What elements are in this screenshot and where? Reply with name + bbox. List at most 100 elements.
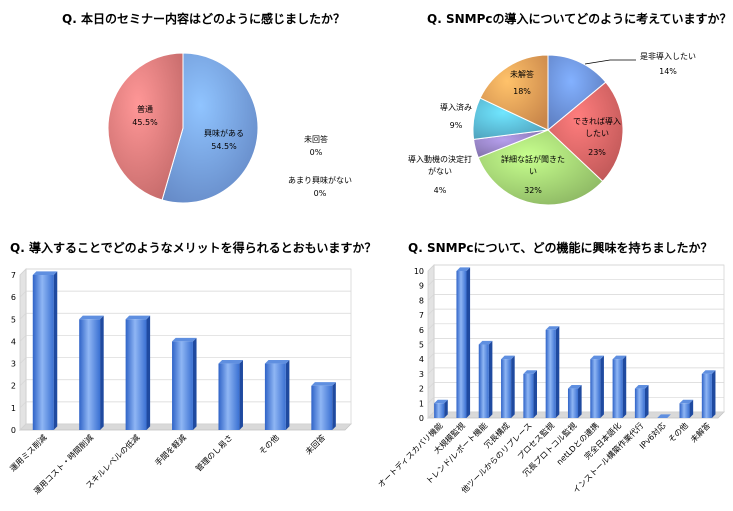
chart1-title: Q. 本日のセミナー内容はどのように感じましたか？	[62, 12, 345, 26]
category-label: その他	[666, 420, 690, 444]
bar-side	[689, 399, 694, 418]
bar	[125, 319, 147, 430]
pie-slice	[547, 81, 624, 183]
y-tick-label: 3	[11, 360, 16, 369]
slice-label: い	[529, 167, 537, 176]
slice-value-label: 18%	[513, 87, 531, 96]
bar	[679, 403, 690, 418]
y-tick-label: 5	[11, 315, 16, 324]
bar-side	[146, 315, 151, 430]
bar-top	[456, 267, 471, 271]
bar-side	[644, 385, 649, 418]
gridline-side	[19, 290, 27, 298]
y-tick-label: 2	[419, 385, 424, 394]
bar	[567, 388, 579, 418]
y-tick-label: 8	[419, 296, 424, 305]
bar-side	[466, 267, 471, 418]
bar-top	[612, 355, 627, 360]
slice-label: 詳細な話が聞きた	[501, 154, 565, 164]
bar-side	[533, 370, 538, 418]
y-tick-label: 5	[419, 341, 424, 350]
bar-top	[657, 414, 671, 418]
pie-slice	[477, 129, 604, 206]
slice-label: あまり興味がない	[288, 175, 352, 185]
gridline-side	[427, 323, 435, 331]
bar-side	[53, 271, 58, 430]
y-tick-label: 0	[11, 426, 16, 435]
bar-top	[523, 370, 538, 374]
chart2-title: Q. SNMPcの導入についてどのように考えていますか？	[427, 12, 732, 26]
bar-top	[634, 385, 649, 389]
y-tick-label: 9	[419, 282, 424, 291]
y-tick-label: 1	[419, 399, 424, 408]
gridline-side	[427, 411, 435, 419]
pie-slice	[161, 52, 259, 204]
bar-top	[590, 355, 604, 360]
slice-value-label: 0%	[314, 189, 327, 198]
bar-top	[501, 355, 515, 360]
y-tick-label: 6	[419, 326, 424, 335]
bar-side	[578, 385, 582, 418]
bar	[79, 319, 101, 430]
slice-value-label: 9%	[450, 121, 463, 130]
gridline-side	[427, 367, 435, 375]
bar	[478, 344, 489, 418]
chart3-title: Q. 導入することでどのようなメリットを得られるとおもいますか？	[10, 241, 377, 255]
gridline-side	[19, 379, 27, 386]
slice-label: 導入動機の決定打	[408, 154, 472, 164]
slice-value-label: 14%	[659, 67, 677, 76]
slice-label: 是非導入したい	[640, 51, 696, 61]
pie-slice	[547, 54, 607, 132]
slice-value-label: 4%	[434, 186, 447, 195]
pie-slice	[479, 54, 549, 131]
bar	[311, 385, 333, 430]
bar	[612, 359, 623, 418]
chart4-title: Q. SNMPcについて、どの機能に興味を持ちましたか？	[408, 241, 713, 255]
slice-label: したい	[585, 129, 609, 138]
bar-top	[434, 399, 448, 404]
slice-value-label: 54.5%	[211, 142, 237, 151]
gridline-side	[19, 423, 27, 431]
gridline-side	[427, 382, 435, 389]
y-tick-label: 2	[11, 382, 16, 391]
slice-value-label: 32%	[524, 186, 542, 195]
bar	[32, 275, 54, 430]
bar	[264, 363, 286, 430]
slice-label: 未解答	[510, 69, 534, 79]
bar-side	[555, 326, 560, 418]
bar	[456, 271, 467, 418]
bar-side	[511, 355, 515, 418]
bar-top	[125, 315, 151, 320]
y-tick-label: 0	[419, 414, 424, 423]
bar-side	[332, 382, 336, 430]
gridline-side	[427, 294, 435, 301]
y-tick-label: 10	[414, 267, 424, 276]
bar	[523, 373, 534, 418]
bar-top	[172, 337, 197, 342]
bar-side	[488, 340, 493, 418]
bar-side	[711, 370, 716, 418]
bar-side	[444, 399, 448, 418]
y-tick-label: 4	[419, 355, 424, 364]
y-tick-label: 6	[11, 293, 16, 302]
gridline-side	[427, 397, 435, 404]
bar	[701, 373, 712, 418]
bar	[590, 359, 601, 418]
bar-side	[192, 337, 197, 430]
bar-top	[701, 370, 716, 374]
bar-side	[600, 355, 604, 418]
slice-label: 導入済み	[440, 102, 472, 112]
bar-top	[79, 315, 104, 320]
bar	[545, 329, 556, 418]
gridline-side	[427, 264, 435, 272]
category-label: 未解答	[688, 420, 712, 444]
gridline-side	[19, 357, 27, 364]
bar-side	[239, 359, 243, 430]
gridline-side	[427, 338, 435, 345]
gridline-side	[19, 335, 27, 342]
y-tick-label: 7	[419, 311, 424, 320]
gridline-side	[427, 352, 435, 360]
bar-top	[311, 382, 336, 386]
